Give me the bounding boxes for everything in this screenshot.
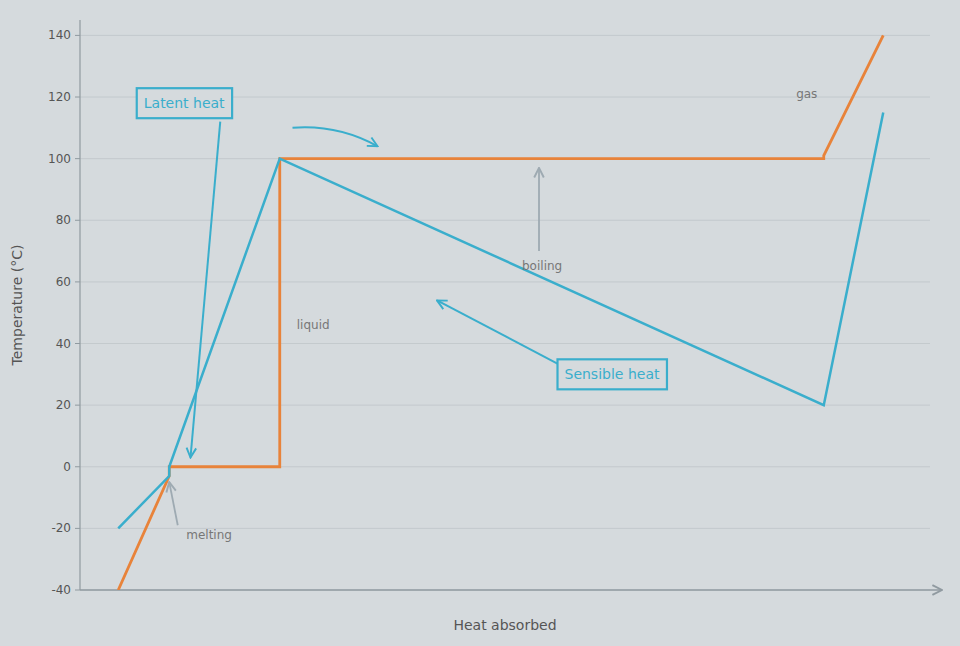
y-tick-label: 100 [48, 152, 71, 166]
grid [80, 35, 930, 590]
y-tick-label: 120 [48, 90, 71, 104]
y-tick-label: 20 [56, 398, 71, 412]
annotation: boiling [522, 259, 562, 273]
annotation-text: boiling [522, 259, 562, 273]
annotation-text: liquid [297, 318, 330, 332]
annotation-frame [137, 88, 232, 118]
y-tick [75, 158, 80, 159]
annotations: Latent heat Sensible heat liquid boiling mel… [137, 87, 818, 542]
y-axis: -40 -20 0 20 40 60 80 100 120 140 [48, 20, 80, 597]
y-tick [75, 528, 80, 529]
y-axis-label: Temperature (°C) [9, 245, 25, 367]
chart: -40 -20 0 20 40 60 80 100 120 140 Heat absorbed Tem… [0, 0, 960, 646]
annotation-text: gas [796, 87, 817, 101]
annotation-text: Sensible heat [565, 366, 660, 382]
grid-line [80, 220, 930, 221]
y-tick-label: -40 [51, 583, 71, 597]
lines [118, 35, 883, 590]
annotation-text: melting [186, 528, 232, 542]
annotation-arrow [437, 300, 560, 365]
grid-line [80, 405, 930, 406]
line-series [118, 35, 883, 590]
x-axis-line [80, 589, 942, 591]
y-tick [75, 466, 80, 467]
annotation-arrow [191, 122, 221, 458]
annotation-box: Latent heat [137, 88, 232, 118]
y-tick [75, 220, 80, 221]
y-tick-label: 80 [56, 213, 71, 227]
y-tick [75, 590, 80, 591]
y-tick-label: -20 [51, 521, 71, 535]
annotation: gas [796, 87, 817, 101]
x-axis-label: Heat absorbed [453, 617, 556, 633]
annotation-box: Sensible heat [558, 359, 667, 389]
annotation: melting [186, 528, 232, 542]
line-series [118, 112, 883, 528]
annotation-text: Latent heat [144, 95, 225, 111]
y-tick-label: 40 [56, 337, 71, 351]
y-tick-label: 60 [56, 275, 71, 289]
y-tick [75, 35, 80, 36]
y-tick-label: 0 [63, 460, 71, 474]
grid-line [80, 281, 930, 282]
annotation-arrow [169, 482, 178, 525]
grid-line [80, 343, 930, 344]
y-tick [75, 281, 80, 282]
annotation-arrow [293, 127, 378, 146]
annotation-arrow [538, 168, 540, 251]
grid-line [80, 35, 930, 36]
y-tick [75, 405, 80, 406]
annotation: liquid [297, 318, 330, 332]
y-axis-line [79, 20, 80, 590]
y-tick [75, 97, 80, 98]
y-tick-label: 140 [48, 28, 71, 42]
y-tick [75, 343, 80, 344]
annotation-frame [558, 359, 667, 389]
